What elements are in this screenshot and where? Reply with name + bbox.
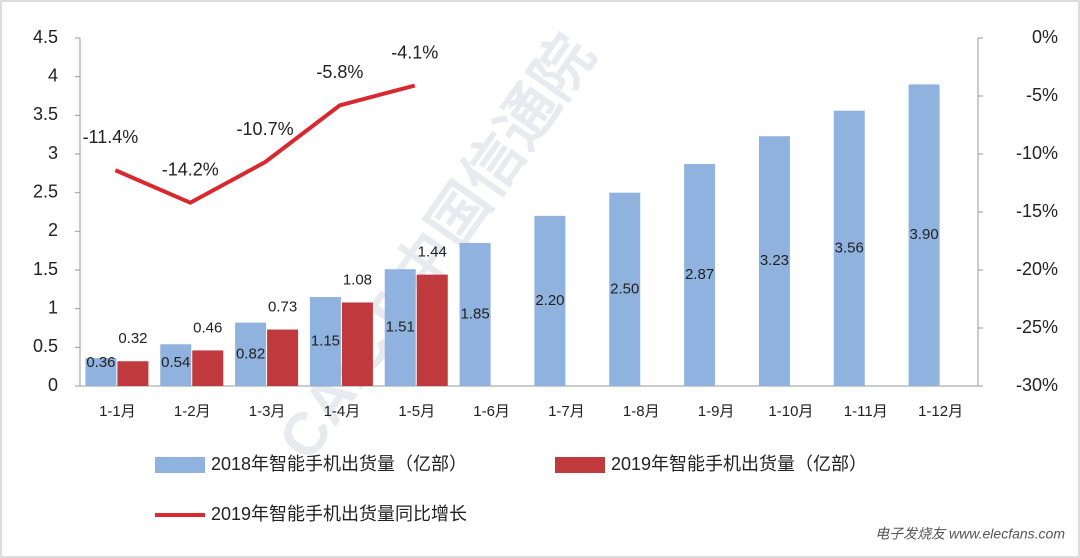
source: 电子发烧友 www.elecfans.com <box>875 526 1065 542</box>
y-tick-label: 4.5 <box>33 27 58 47</box>
value-label: 3.90 <box>909 226 938 243</box>
bar <box>160 344 192 386</box>
value-label: 3.23 <box>760 252 789 269</box>
value-label: 0.46 <box>193 319 222 336</box>
value-label: 1.15 <box>311 333 340 350</box>
y2-tick-label: -15% <box>1016 201 1058 221</box>
line-label: -4.1% <box>391 42 438 62</box>
value-label: 2.20 <box>535 292 564 309</box>
legend-label: 2019年智能手机出货量（亿部） <box>611 454 867 474</box>
legend-label: 2018年智能手机出货量（亿部） <box>211 454 467 474</box>
y-tick-label: 0.5 <box>33 336 58 356</box>
value-label: 0.82 <box>236 345 265 362</box>
bar <box>384 269 416 386</box>
x-tick-label: 1-7月 <box>548 403 585 420</box>
y2-tick-label: -30% <box>1016 375 1058 395</box>
y-tick-label: 4 <box>48 65 58 85</box>
bar <box>833 110 865 387</box>
bar <box>85 358 117 386</box>
y-tick-label: 3.5 <box>33 104 58 124</box>
value-label: 1.44 <box>418 244 447 261</box>
y-tick-label: 3 <box>48 143 58 163</box>
value-label: 1.85 <box>460 305 489 322</box>
bar <box>758 136 790 386</box>
line-label: -5.8% <box>316 62 363 82</box>
value-label: 0.54 <box>161 354 190 371</box>
line <box>114 83 416 205</box>
line-label: -11.4% <box>83 127 139 147</box>
y2-tick-label: -10% <box>1016 143 1058 163</box>
x-tick-label: 1-8月 <box>623 403 660 420</box>
bar <box>309 297 341 386</box>
value-label: 2.50 <box>610 280 639 297</box>
x-tick-label: 1-12月 <box>918 403 963 420</box>
legend-swatch <box>155 457 205 473</box>
y-tick-label: 0 <box>48 375 58 395</box>
y2-tick-label: 0% <box>1032 27 1058 47</box>
bar <box>684 164 716 386</box>
x-tick-label: 1-1月 <box>99 403 136 420</box>
x-tick-label: 1-6月 <box>473 403 510 420</box>
y-tick-label: 1.5 <box>33 259 58 279</box>
x-tick-label: 1-2月 <box>174 403 211 420</box>
y2-tick-label: -5% <box>1026 85 1058 105</box>
y-tick-label: 2.5 <box>33 181 58 201</box>
x-tick-label: 1-11月 <box>844 403 888 420</box>
bar <box>609 192 641 386</box>
bar <box>192 350 224 386</box>
value-label: 0.36 <box>86 354 115 371</box>
value-label: 2.87 <box>685 266 714 283</box>
x-tick-label: 1-9月 <box>698 403 735 420</box>
y2-tick-label: -25% <box>1016 317 1058 337</box>
x-tick-label: 1-5月 <box>398 403 435 420</box>
value-label: 1.51 <box>386 319 415 336</box>
value-label: 1.08 <box>343 271 372 288</box>
line-label: -10.7% <box>237 119 294 139</box>
bar <box>908 84 940 387</box>
value-label: 0.73 <box>268 299 297 316</box>
bar <box>117 361 149 386</box>
legend-swatch <box>555 457 605 473</box>
bar <box>235 322 267 386</box>
y2-tick-label: -20% <box>1016 259 1058 279</box>
value-label: 0.32 <box>118 330 147 347</box>
bar <box>341 302 373 386</box>
bar <box>416 274 448 386</box>
bar <box>534 215 566 386</box>
value-label: 3.56 <box>835 239 864 256</box>
x-tick-label: 1-3月 <box>249 403 286 420</box>
x-tick-label: 1-10月 <box>768 403 813 420</box>
y-tick-label: 2 <box>48 220 58 240</box>
bar <box>267 329 299 386</box>
y-tick-label: 1 <box>48 297 58 317</box>
x-tick-label: 1-4月 <box>324 403 361 420</box>
line-label: -14.2% <box>162 159 219 179</box>
bar <box>459 242 491 386</box>
legend-label: 2019年智能手机出货量同比增长 <box>211 504 467 524</box>
